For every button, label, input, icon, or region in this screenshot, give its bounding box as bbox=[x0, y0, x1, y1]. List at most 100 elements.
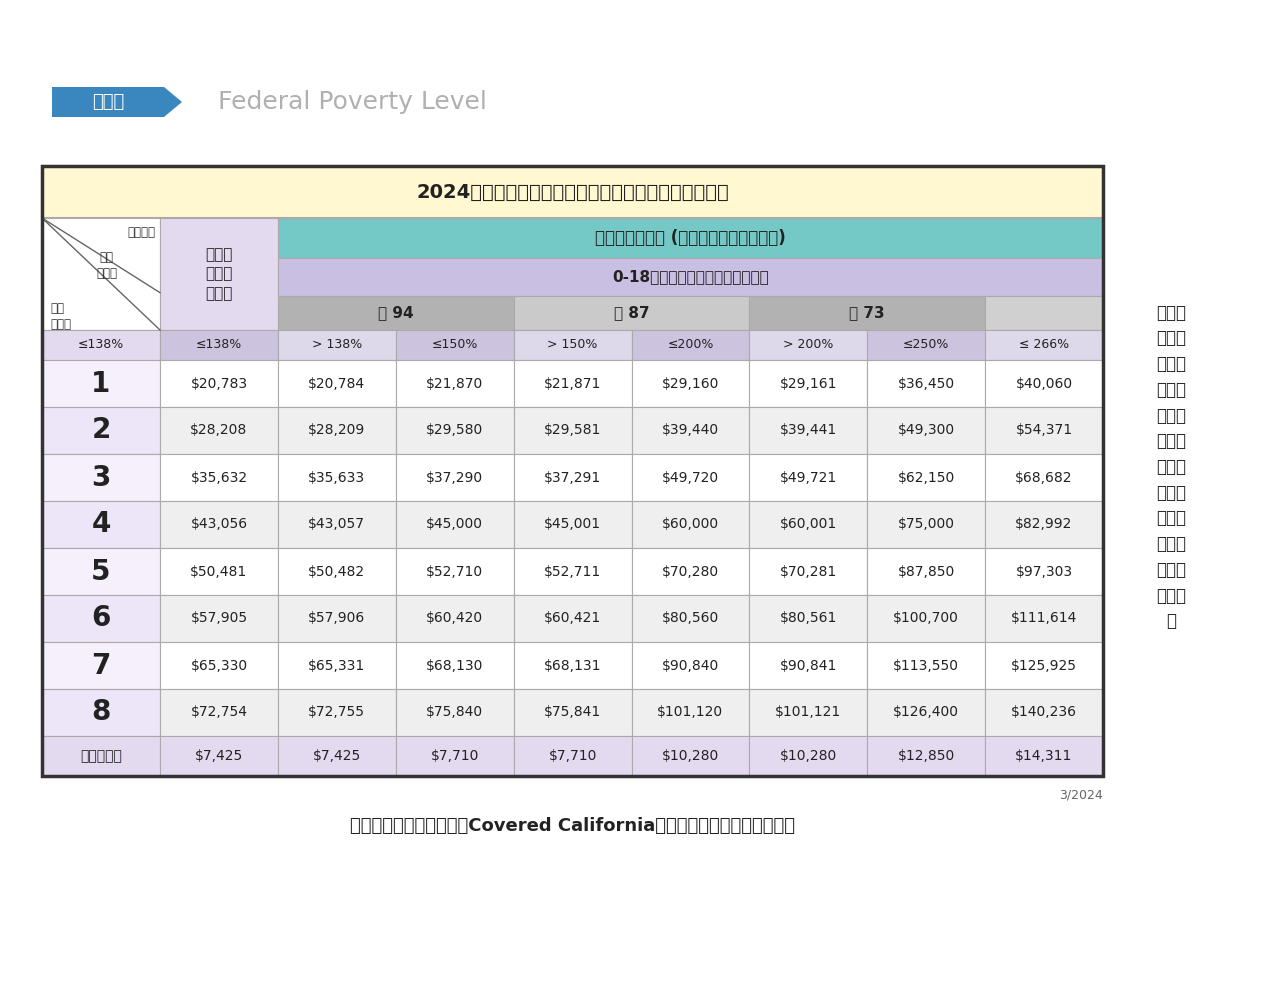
Bar bbox=[513, 595, 631, 642]
Text: $100,700: $100,700 bbox=[893, 611, 959, 625]
Bar bbox=[986, 548, 1103, 595]
Bar bbox=[42, 548, 160, 595]
Bar bbox=[278, 501, 396, 548]
Bar bbox=[42, 736, 160, 776]
Text: $60,001: $60,001 bbox=[780, 517, 837, 531]
Bar bbox=[513, 330, 631, 360]
Text: ≤150%: ≤150% bbox=[431, 338, 477, 351]
Text: Federal Poverty Level: Federal Poverty Level bbox=[218, 90, 486, 114]
Bar bbox=[278, 454, 396, 501]
Bar bbox=[868, 689, 986, 736]
Text: $10,280: $10,280 bbox=[780, 749, 837, 763]
Text: $7,425: $7,425 bbox=[195, 749, 243, 763]
Bar bbox=[42, 501, 160, 548]
Text: $29,161: $29,161 bbox=[780, 377, 837, 391]
Text: $45,001: $45,001 bbox=[544, 517, 602, 531]
Text: $87,850: $87,850 bbox=[897, 565, 955, 579]
Text: ≤ 266%: ≤ 266% bbox=[1019, 338, 1069, 351]
Text: $21,870: $21,870 bbox=[426, 377, 484, 391]
Text: $75,841: $75,841 bbox=[544, 705, 602, 720]
Text: $97,303: $97,303 bbox=[1015, 565, 1073, 579]
Text: > 138%: > 138% bbox=[312, 338, 362, 351]
Bar bbox=[396, 454, 513, 501]
Bar bbox=[52, 87, 164, 117]
Text: $49,300: $49,300 bbox=[897, 423, 955, 437]
Text: 2024年可獲得聯邦政府健康保險補助的家庭年收入標準: 2024年可獲得聯邦政府健康保險補助的家庭年收入標準 bbox=[416, 183, 728, 202]
Text: $29,581: $29,581 bbox=[544, 423, 602, 437]
Text: $7,710: $7,710 bbox=[548, 749, 596, 763]
Bar bbox=[513, 689, 631, 736]
Bar bbox=[868, 548, 986, 595]
Bar bbox=[42, 166, 1103, 218]
Bar bbox=[160, 736, 278, 776]
Bar bbox=[868, 642, 986, 689]
Text: $20,784: $20,784 bbox=[308, 377, 365, 391]
Text: $36,450: $36,450 bbox=[897, 377, 955, 391]
Bar bbox=[278, 258, 1103, 296]
Bar bbox=[631, 736, 749, 776]
Text: 5: 5 bbox=[91, 558, 111, 585]
Bar bbox=[868, 407, 986, 454]
Text: $75,000: $75,000 bbox=[897, 517, 955, 531]
Text: > 200%: > 200% bbox=[783, 338, 833, 351]
Text: $50,481: $50,481 bbox=[191, 565, 247, 579]
Text: 家庭
人口數: 家庭 人口數 bbox=[50, 302, 70, 331]
Bar bbox=[986, 454, 1103, 501]
Bar bbox=[513, 454, 631, 501]
Bar bbox=[278, 736, 396, 776]
Text: $60,421: $60,421 bbox=[544, 611, 602, 625]
Text: $21,871: $21,871 bbox=[544, 377, 602, 391]
Text: > 150%: > 150% bbox=[548, 338, 598, 351]
Bar bbox=[749, 407, 868, 454]
Text: $35,632: $35,632 bbox=[191, 471, 247, 485]
Text: $90,840: $90,840 bbox=[662, 659, 719, 673]
Text: 7: 7 bbox=[91, 652, 110, 679]
Bar bbox=[42, 689, 160, 736]
Bar bbox=[278, 642, 396, 689]
Text: $37,291: $37,291 bbox=[544, 471, 602, 485]
Text: $45,000: $45,000 bbox=[426, 517, 483, 531]
Bar bbox=[631, 595, 749, 642]
Text: $49,721: $49,721 bbox=[780, 471, 837, 485]
Text: ≤138%: ≤138% bbox=[196, 338, 242, 351]
Bar bbox=[631, 501, 749, 548]
Bar bbox=[42, 330, 160, 360]
Text: 根據居
住地區
不同，
保費補
助標準
不同，
實際得
到的補
助金額
以加州
全保的
系統為
準: 根據居 住地區 不同， 保費補 助標準 不同， 實際得 到的補 助金額 以加州 … bbox=[1157, 304, 1187, 630]
Bar bbox=[631, 642, 749, 689]
Bar bbox=[749, 736, 868, 776]
Text: 銀 94: 銀 94 bbox=[378, 306, 413, 320]
Text: 成年人
白卡收
入上限: 成年人 白卡收 入上限 bbox=[205, 246, 233, 302]
Text: 可獲得保費補助 (銅、銀、金、鉑金計劃): 可獲得保費補助 (銅、銀、金、鉑金計劃) bbox=[595, 229, 786, 247]
Bar bbox=[42, 642, 160, 689]
Bar bbox=[513, 407, 631, 454]
Bar bbox=[278, 548, 396, 595]
Bar bbox=[160, 501, 278, 548]
Bar bbox=[986, 501, 1103, 548]
Bar bbox=[42, 454, 160, 501]
Text: $70,281: $70,281 bbox=[780, 565, 837, 579]
Bar bbox=[749, 642, 868, 689]
Bar bbox=[396, 689, 513, 736]
Text: 2: 2 bbox=[91, 416, 110, 444]
Text: 銀 73: 銀 73 bbox=[850, 306, 884, 320]
Text: 收入表: 收入表 bbox=[92, 93, 124, 111]
Text: $60,000: $60,000 bbox=[662, 517, 719, 531]
Bar bbox=[160, 454, 278, 501]
Bar bbox=[513, 736, 631, 776]
Text: $68,131: $68,131 bbox=[544, 659, 602, 673]
Bar bbox=[42, 166, 1103, 776]
Text: $14,311: $14,311 bbox=[1015, 749, 1073, 763]
Bar bbox=[749, 360, 868, 407]
Text: $65,331: $65,331 bbox=[308, 659, 365, 673]
Text: $125,925: $125,925 bbox=[1011, 659, 1076, 673]
Text: $140,236: $140,236 bbox=[1011, 705, 1076, 720]
Text: $28,209: $28,209 bbox=[308, 423, 365, 437]
Bar bbox=[868, 330, 986, 360]
Text: 8: 8 bbox=[91, 698, 110, 727]
Text: $7,425: $7,425 bbox=[312, 749, 361, 763]
Text: $52,711: $52,711 bbox=[544, 565, 602, 579]
Bar bbox=[749, 689, 868, 736]
Text: $126,400: $126,400 bbox=[893, 705, 959, 720]
Bar bbox=[868, 595, 986, 642]
Text: $12,850: $12,850 bbox=[897, 749, 955, 763]
